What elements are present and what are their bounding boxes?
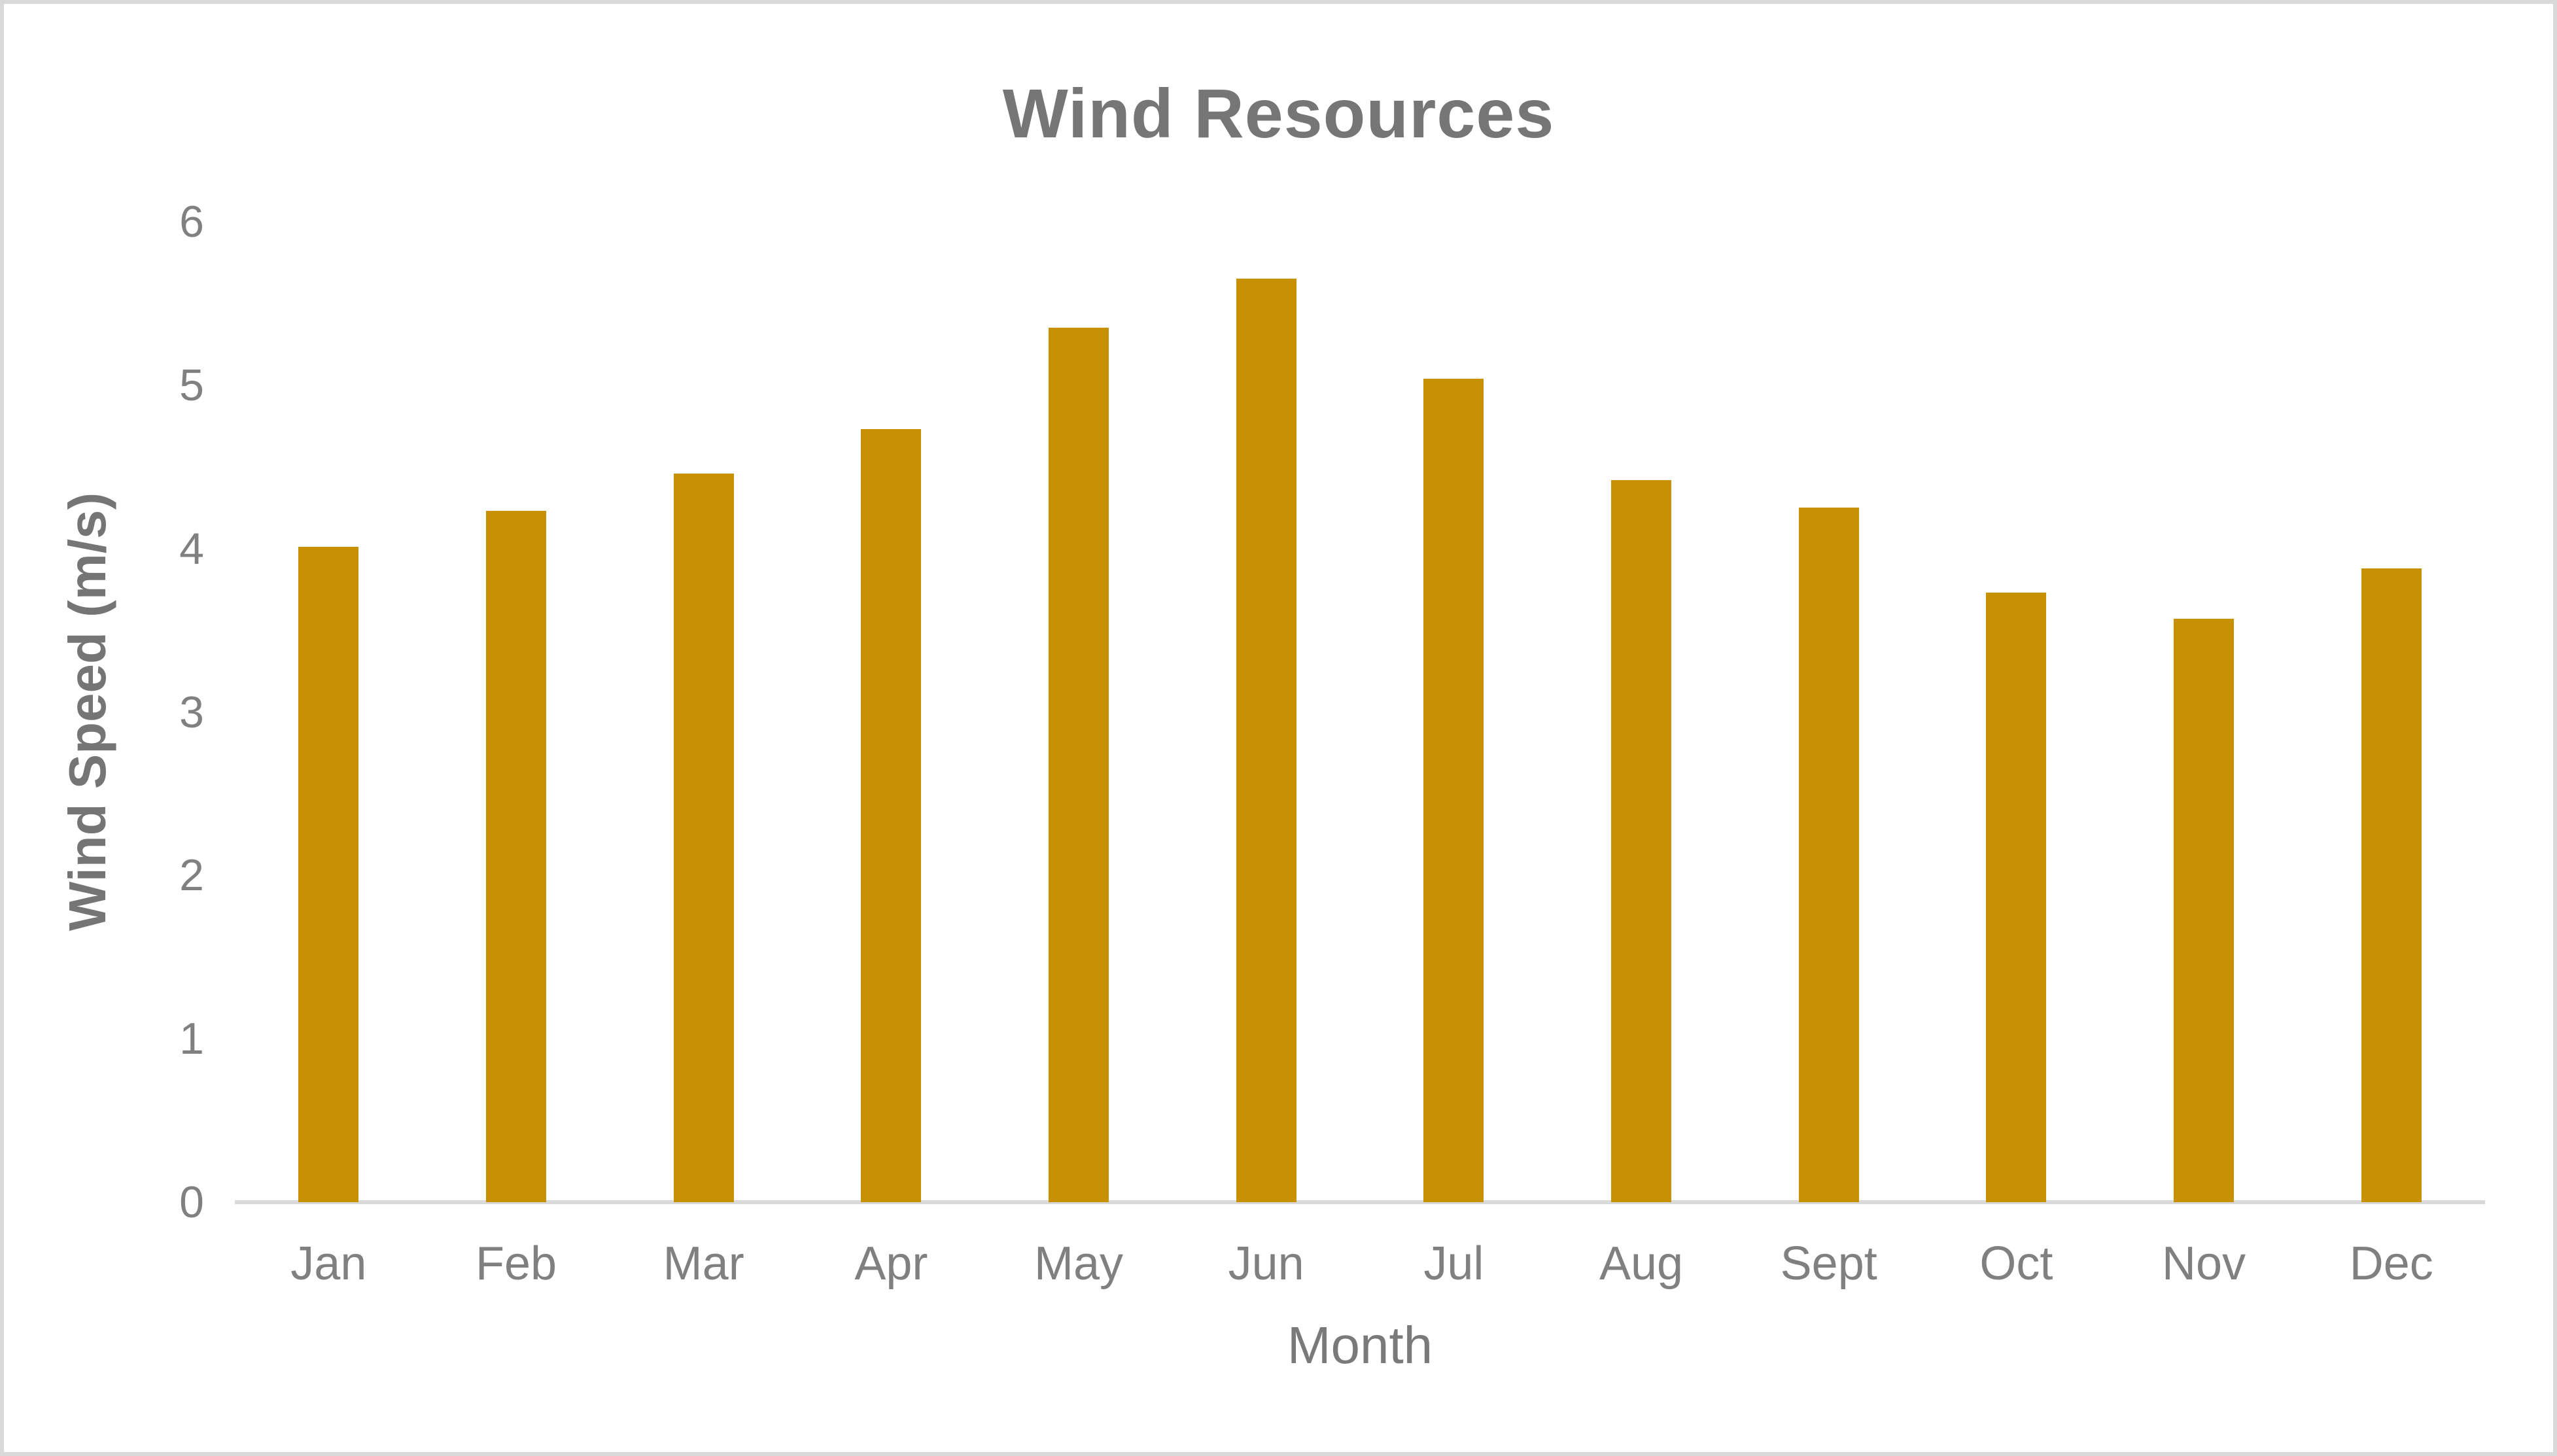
x-axis-labels: Jan Feb Mar Apr May Jun Jul Aug Sept Oct Nov Dec [235, 1236, 2485, 1291]
chart-title: Wind Resources [1002, 75, 1555, 152]
x-tick-label-dec: Dec [2349, 1238, 2433, 1290]
category-slot-mar [610, 222, 797, 1202]
y-tick-label-4: 4 [179, 523, 204, 574]
bar-jul [1423, 378, 1484, 1202]
y-tick-label-5: 5 [179, 360, 204, 410]
bar-jun [1236, 279, 1296, 1202]
bar-may [1049, 328, 1109, 1202]
category-slot-oct [1922, 222, 2110, 1202]
category-slot-may [985, 222, 1173, 1202]
category-slot-jul [1360, 222, 1548, 1202]
y-tick-label-2: 2 [179, 850, 204, 901]
bar-sept [1798, 508, 1859, 1202]
x-tick-label-oct: Oct [1979, 1238, 2053, 1290]
y-tick-label-1: 1 [179, 1014, 204, 1064]
x-tick-label-aug: Aug [1599, 1238, 1684, 1290]
bar-mar [673, 473, 734, 1202]
x-tick-label-apr: Apr [854, 1238, 928, 1290]
x-axis-title: Month [1287, 1316, 1433, 1374]
x-axis-line [235, 1200, 2485, 1204]
x-tick-label-jan: Jan [290, 1238, 367, 1290]
bar-apr [861, 429, 922, 1202]
category-slot-feb [423, 222, 610, 1202]
category-slot-sept [1735, 222, 1922, 1202]
category-slot-dec [2297, 222, 2485, 1202]
x-tick-label-jul: Jul [1423, 1238, 1484, 1290]
bar-jan [298, 547, 359, 1202]
category-slot-nov [2110, 222, 2298, 1202]
y-tick-label-0: 0 [179, 1177, 204, 1227]
y-tick-label-3: 3 [179, 687, 204, 737]
x-tick-label-nov: Nov [2162, 1238, 2246, 1290]
category-slot-jan [235, 222, 423, 1202]
category-slot-jun [1172, 222, 1360, 1202]
bar-nov [2174, 619, 2235, 1202]
plot-area [235, 222, 2485, 1202]
x-tick-label-sept: Sept [1780, 1238, 1877, 1290]
category-slot-aug [1548, 222, 1735, 1202]
category-slot-apr [797, 222, 985, 1202]
x-tick-label-mar: Mar [663, 1238, 744, 1290]
bar-oct [1986, 593, 2047, 1202]
y-tick-label-6: 6 [179, 197, 204, 247]
bar-dec [2361, 568, 2422, 1202]
bar-aug [1611, 479, 1672, 1202]
x-tick-label-jun: Jun [1228, 1238, 1304, 1290]
bar-feb [486, 511, 546, 1202]
x-tick-label-feb: Feb [475, 1238, 557, 1290]
x-tick-label-may: May [1034, 1238, 1124, 1290]
